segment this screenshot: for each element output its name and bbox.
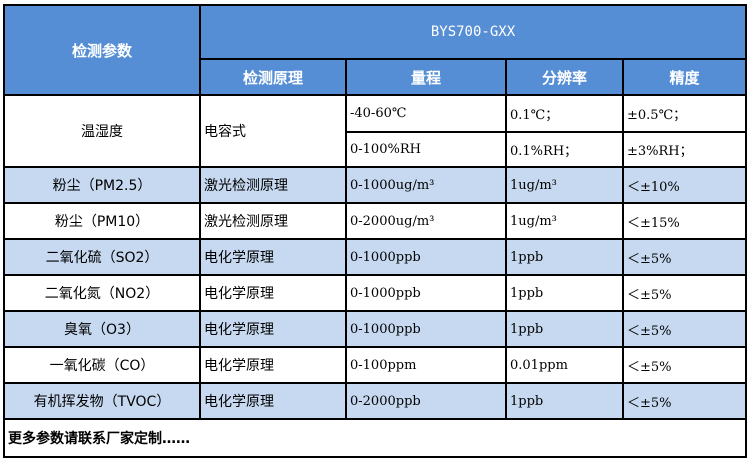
range-cell: 0-100ppm <box>345 346 507 384</box>
table-row: 二氧化氮（NO2） 电化学原理 0-1000ppb 1ppb ＜±5% <box>3 274 747 312</box>
principle-cell: 电化学原理 <box>199 310 347 348</box>
model-header: BYS700-GXX <box>199 4 747 60</box>
accuracy-cell: ±3%RH； <box>622 131 747 168</box>
resolution-cell: 0.1%RH； <box>505 131 624 168</box>
range-cell: 0-1000ug/m³ <box>345 166 507 204</box>
resolution-cell: 1ppb <box>505 382 624 420</box>
range-cell: 0-2000ppb <box>345 382 507 420</box>
table-row: 粉尘（PM2.5） 激光检测原理 0-1000ug/m³ 1ug/m³ ＜±10% <box>3 166 747 204</box>
table-row: 温湿度 电容式 -40-60℃ 0.1℃； ±0.5℃； <box>3 94 747 168</box>
accuracy-cell: ＜±5% <box>622 382 747 420</box>
accuracy-cell: ＜±5% <box>622 310 747 348</box>
accuracy-cell: ＜±5% <box>622 274 747 312</box>
range-cell: 0-2000ug/m³ <box>345 202 507 240</box>
table-row: 粉尘（PM10） 激光检测原理 0-2000ug/m³ 1ug/m³ ＜±15% <box>3 202 747 240</box>
range-cell: 0-1000ppb <box>345 274 507 312</box>
spec-table: 检测参数 BYS700-GXX 检测原理 量程 分辨率 精度 温湿度 电容式 -… <box>3 4 747 458</box>
range-cell: 0-1000ppb <box>345 238 507 276</box>
principle-cell: 激光检测原理 <box>199 166 347 204</box>
resolution-cell: 0.01ppm <box>505 346 624 384</box>
footer-note: 更多参数请联系厂家定制…… <box>3 418 747 458</box>
param-cell: 臭氧（O3） <box>3 310 201 348</box>
range-header: 量程 <box>345 58 507 96</box>
table-row: 二氧化硫（SO2） 电化学原理 0-1000ppb 1ppb ＜±5% <box>3 238 747 276</box>
principle-cell: 电化学原理 <box>199 238 347 276</box>
param-cell: 二氧化硫（SO2） <box>3 238 201 276</box>
range-cell: 0-1000ppb <box>345 310 507 348</box>
principle-cell: 电化学原理 <box>199 382 347 420</box>
param-cell: 有机挥发物（TVOC） <box>3 382 201 420</box>
param-cell: 二氧化氮（NO2） <box>3 274 201 312</box>
param-header: 检测参数 <box>3 4 201 96</box>
principle-cell: 电化学原理 <box>199 346 347 384</box>
table-row: 0-100%RH 0.1%RH； ±3%RH； <box>4 131 747 168</box>
principle-header: 检测原理 <box>199 58 347 96</box>
table-row: 臭氧（O3） 电化学原理 0-1000ppb 1ppb ＜±5% <box>3 310 747 348</box>
range-cell: -40-60℃ <box>345 94 507 133</box>
accuracy-cell: ＜±5% <box>622 238 747 276</box>
param-cell: 粉尘（PM10） <box>3 202 201 240</box>
accuracy-header: 精度 <box>622 58 747 96</box>
resolution-cell: 1ug/m³ <box>505 202 624 240</box>
resolution-cell: 0.1℃； <box>505 94 624 133</box>
resolution-cell: 1ppb <box>505 274 624 312</box>
param-cell: 一氧化碳（CO） <box>3 346 201 384</box>
principle-cell: 电化学原理 <box>199 274 347 312</box>
table-row: 一氧化碳（CO） 电化学原理 0-100ppm 0.01ppm ＜±5% <box>3 346 747 384</box>
accuracy-cell: ＜±10% <box>622 166 747 204</box>
resolution-cell: 1ppb <box>505 310 624 348</box>
resolution-header: 分辨率 <box>505 58 624 96</box>
principle-cell: 电容式 <box>199 94 347 168</box>
param-cell: 粉尘（PM2.5） <box>3 166 201 204</box>
resolution-cell: 1ug/m³ <box>505 166 624 204</box>
accuracy-cell: ＜±5% <box>622 346 747 384</box>
resolution-cell: 1ppb <box>505 238 624 276</box>
table-row: 有机挥发物（TVOC） 电化学原理 0-2000ppb 1ppb ＜±5% <box>3 382 747 420</box>
param-cell: 温湿度 <box>3 94 201 168</box>
principle-cell: 激光检测原理 <box>199 202 347 240</box>
accuracy-cell: ±0.5℃； <box>622 94 747 133</box>
accuracy-cell: ＜±15% <box>622 202 747 240</box>
range-cell: 0-100%RH <box>345 131 507 168</box>
